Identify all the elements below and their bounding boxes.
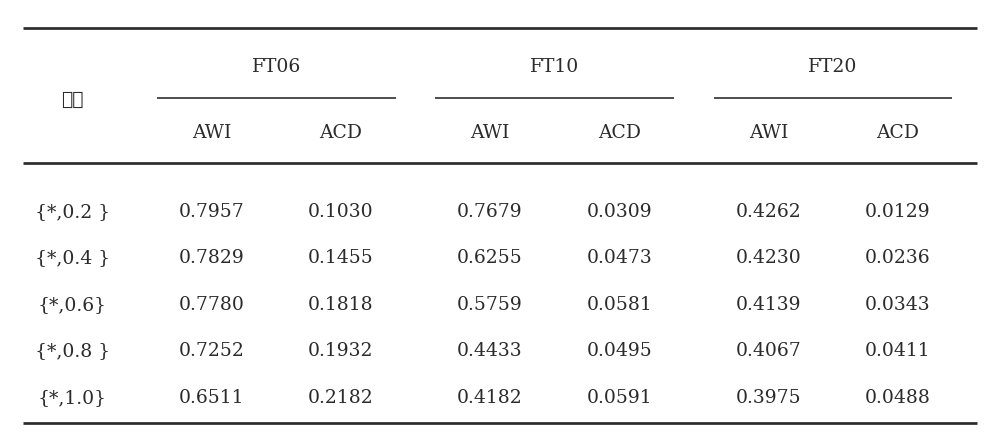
- Text: 0.4139: 0.4139: [736, 296, 801, 314]
- Text: AWI: AWI: [749, 123, 788, 142]
- Text: 0.1932: 0.1932: [308, 342, 374, 360]
- Text: 0.0591: 0.0591: [587, 389, 652, 407]
- Text: 0.7957: 0.7957: [179, 203, 244, 221]
- Text: {*,0.2 }: {*,0.2 }: [35, 203, 110, 221]
- Text: ACD: ACD: [876, 123, 919, 142]
- Text: {*,0.6}: {*,0.6}: [38, 296, 107, 314]
- Text: 0.4067: 0.4067: [736, 342, 801, 360]
- Text: 0.4230: 0.4230: [736, 249, 801, 267]
- Text: 0.5759: 0.5759: [457, 296, 523, 314]
- Text: 0.0581: 0.0581: [586, 296, 652, 314]
- Text: FT10: FT10: [530, 58, 579, 76]
- Text: 0.2182: 0.2182: [308, 389, 374, 407]
- Text: 0.4433: 0.4433: [457, 342, 523, 360]
- Text: 0.1818: 0.1818: [308, 296, 374, 314]
- Text: 0.7679: 0.7679: [457, 203, 523, 221]
- Text: 0.0411: 0.0411: [865, 342, 931, 360]
- Text: 0.0343: 0.0343: [865, 296, 931, 314]
- Text: 0.3975: 0.3975: [736, 389, 801, 407]
- Text: {*,0.4 }: {*,0.4 }: [35, 249, 110, 267]
- Text: 0.1030: 0.1030: [308, 203, 374, 221]
- Text: 0.0129: 0.0129: [865, 203, 931, 221]
- Text: 0.1455: 0.1455: [308, 249, 374, 267]
- Text: 0.0488: 0.0488: [865, 389, 931, 407]
- Text: 0.7252: 0.7252: [179, 342, 245, 360]
- Text: 参数: 参数: [61, 90, 84, 109]
- Text: 0.7829: 0.7829: [179, 249, 244, 267]
- Text: 0.0473: 0.0473: [586, 249, 652, 267]
- Text: 0.0309: 0.0309: [587, 203, 652, 221]
- Text: 0.0236: 0.0236: [865, 249, 931, 267]
- Text: 0.6511: 0.6511: [179, 389, 244, 407]
- Text: FT06: FT06: [252, 58, 301, 76]
- Text: 0.4262: 0.4262: [736, 203, 801, 221]
- Text: AWI: AWI: [470, 123, 510, 142]
- Text: FT20: FT20: [808, 58, 858, 76]
- Text: ACD: ACD: [598, 123, 641, 142]
- Text: AWI: AWI: [192, 123, 231, 142]
- Text: 0.6255: 0.6255: [457, 249, 523, 267]
- Text: {*,1.0}: {*,1.0}: [38, 389, 107, 407]
- Text: 0.7780: 0.7780: [179, 296, 245, 314]
- Text: ACD: ACD: [319, 123, 362, 142]
- Text: 0.4182: 0.4182: [457, 389, 523, 407]
- Text: {*,0.8 }: {*,0.8 }: [35, 342, 110, 360]
- Text: 0.0495: 0.0495: [586, 342, 652, 360]
